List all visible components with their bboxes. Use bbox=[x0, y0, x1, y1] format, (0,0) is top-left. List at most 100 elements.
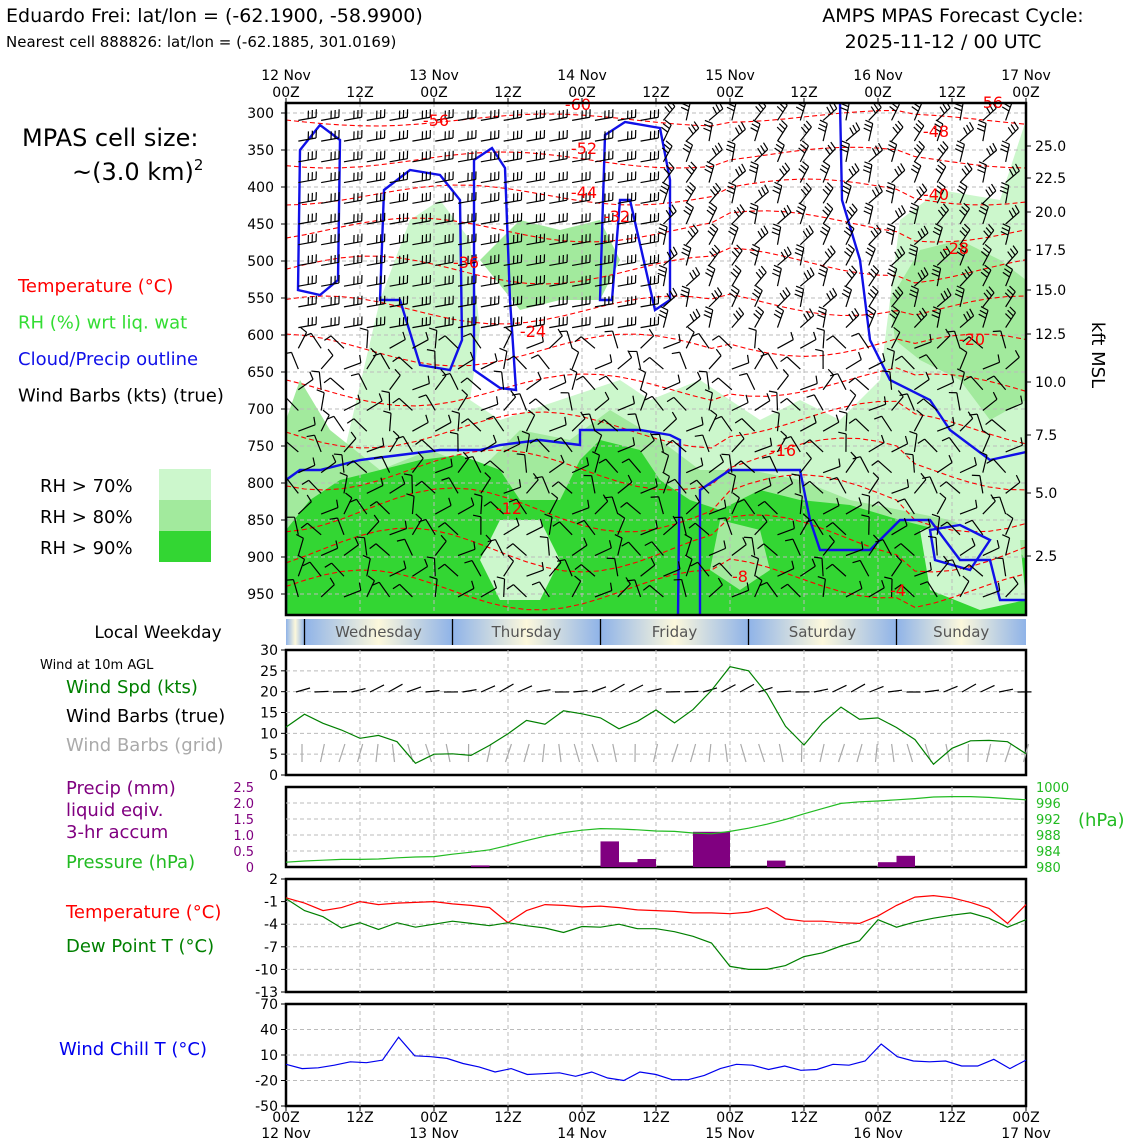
wind-barb-flag bbox=[473, 541, 476, 550]
wind-barb bbox=[333, 415, 345, 432]
wind-barb bbox=[617, 137, 636, 142]
wind-barb-flag bbox=[750, 554, 759, 560]
wind-barb bbox=[399, 583, 413, 598]
wind-barb bbox=[845, 289, 853, 308]
wind-barb bbox=[868, 248, 876, 266]
wind-barb-flag bbox=[557, 328, 563, 337]
wind-barb bbox=[708, 584, 723, 598]
wind-barb-flag bbox=[917, 438, 925, 444]
wind-barb-flag bbox=[627, 350, 633, 358]
weekday-day: Friday bbox=[652, 623, 698, 641]
wind-barb bbox=[526, 526, 543, 536]
wind-barb-flag bbox=[873, 103, 879, 111]
wind-barb-flag bbox=[794, 251, 803, 257]
wind-barb-grid bbox=[652, 743, 659, 763]
wind-barb-flag bbox=[729, 226, 737, 233]
wind-barb bbox=[800, 338, 817, 349]
wind-barb-flag bbox=[460, 377, 468, 384]
wind-barb-grid bbox=[837, 743, 846, 763]
wind-barb-flag bbox=[956, 251, 964, 257]
wind-barb-flag bbox=[506, 584, 514, 590]
wind-barb bbox=[548, 497, 559, 515]
wind-barb-flag bbox=[757, 543, 765, 550]
wind-barb bbox=[663, 294, 678, 308]
wind-barb bbox=[1005, 269, 1014, 287]
wind-barb bbox=[822, 148, 836, 163]
wind-barb-flag bbox=[324, 335, 332, 341]
wind-barb bbox=[777, 253, 792, 266]
wind-barb bbox=[572, 261, 590, 267]
wind-barb bbox=[982, 164, 987, 183]
wind-barb bbox=[822, 579, 826, 598]
wind-barb bbox=[858, 333, 870, 349]
wind-barb bbox=[837, 373, 847, 391]
wind-barb-flag bbox=[931, 314, 940, 319]
wind-barb bbox=[1002, 558, 1007, 577]
wind-barb-flag bbox=[889, 313, 897, 320]
wind-barb bbox=[412, 220, 431, 225]
wind-barb-flag bbox=[861, 493, 870, 497]
wind-barb-flag bbox=[893, 326, 901, 333]
wind-barb-flag bbox=[815, 348, 824, 352]
wind-barb-flag bbox=[776, 305, 784, 312]
wind-barb bbox=[503, 323, 522, 329]
wind-barb-flag bbox=[821, 164, 829, 171]
wind-barb-flag bbox=[916, 313, 922, 321]
wind-barb bbox=[389, 158, 408, 163]
wind-barb-flag bbox=[662, 123, 670, 129]
wind-barb-flag bbox=[441, 477, 450, 481]
wind-barb bbox=[927, 581, 938, 598]
wind-barb-flag bbox=[688, 164, 695, 172]
wind-barb-flag bbox=[749, 206, 758, 211]
wind-barb-10m bbox=[295, 687, 311, 693]
wind-barb-flag bbox=[939, 106, 945, 114]
wind-barb-10m bbox=[739, 683, 755, 693]
wind-barb bbox=[435, 178, 454, 184]
wind-barb bbox=[731, 210, 745, 225]
wind-barb bbox=[297, 559, 306, 577]
wind-barb bbox=[1005, 127, 1019, 142]
temperature-contour bbox=[286, 437, 1026, 491]
wind-barb bbox=[754, 191, 769, 204]
wind-barb-flag bbox=[738, 431, 745, 440]
wind-barb bbox=[389, 374, 401, 391]
wind-barb bbox=[799, 458, 812, 474]
wind-barb bbox=[936, 294, 952, 308]
wind-barb bbox=[685, 230, 699, 246]
wind-barb bbox=[580, 336, 596, 349]
wind-barb bbox=[298, 220, 317, 225]
wind-barb-flag bbox=[1000, 231, 1009, 236]
wind-barb-flag bbox=[946, 330, 955, 333]
wind-barb bbox=[936, 186, 946, 204]
wind-barb-flag bbox=[757, 306, 764, 313]
wind-barb-flag bbox=[553, 437, 562, 442]
wind-barb-flag bbox=[717, 517, 726, 520]
wind-barb bbox=[868, 310, 877, 328]
wind-barb bbox=[513, 355, 527, 370]
wind-barb bbox=[298, 323, 317, 329]
wind-barb-flag bbox=[373, 514, 380, 522]
wind-barb-flag bbox=[695, 308, 701, 317]
temperature-contour bbox=[286, 333, 1026, 367]
wind-barb-10m bbox=[388, 683, 403, 693]
wind-barb-flag bbox=[942, 203, 949, 211]
wind-barb-flag bbox=[803, 123, 810, 131]
wind-barb-flag bbox=[727, 140, 736, 145]
cross-section-clip bbox=[286, 103, 1026, 615]
wind-barb-flag bbox=[449, 431, 458, 435]
wind-barb-flag bbox=[956, 285, 965, 290]
wind-barb bbox=[800, 383, 818, 391]
wind-barb-flag bbox=[956, 140, 965, 145]
wind-barb bbox=[444, 522, 459, 536]
wind-barb-flag bbox=[639, 388, 648, 395]
wind-barb bbox=[549, 116, 568, 121]
wind-barb-flag bbox=[369, 543, 377, 550]
pressure-tick-label: 350 bbox=[247, 143, 274, 159]
wind-barb bbox=[663, 381, 681, 391]
wind-barb bbox=[298, 178, 317, 184]
wind-barb bbox=[343, 323, 362, 329]
wind-barb-flag bbox=[803, 439, 811, 445]
wind-barb-flag bbox=[961, 168, 968, 176]
wind-barb-flag bbox=[969, 121, 975, 130]
wind-barb bbox=[480, 496, 483, 515]
